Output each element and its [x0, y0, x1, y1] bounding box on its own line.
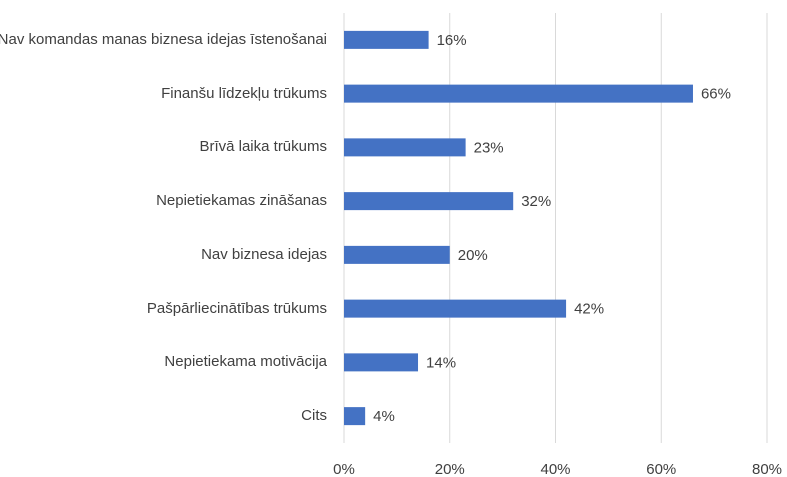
data-label: 14%	[426, 354, 456, 371]
bar	[344, 299, 567, 318]
y-tick-label: Finanšu līdzekļu trūkums	[161, 84, 327, 102]
x-tick-label: 20%	[435, 461, 465, 477]
y-tick-label: Nepietiekama motivācija	[164, 353, 327, 371]
bar	[344, 138, 466, 157]
data-label: 4%	[373, 408, 395, 425]
y-tick-label: Nav komandas manas biznesa idejas īsteno…	[0, 30, 327, 48]
x-tick-label: 40%	[540, 461, 570, 477]
data-label: 32%	[521, 193, 551, 210]
bar	[344, 192, 514, 211]
bar	[344, 407, 366, 426]
y-tick-label: Brīvā laika trūkums	[199, 138, 327, 156]
bar	[344, 353, 419, 372]
y-tick-label: Nav biznesa idejas	[201, 245, 327, 263]
bar	[344, 245, 450, 264]
y-tick-label: Cits	[301, 407, 327, 425]
data-label: 23%	[474, 139, 504, 156]
x-tick-label: 80%	[752, 461, 782, 477]
y-tick-label: Nepietiekamas zināšanas	[156, 192, 327, 210]
bar	[344, 84, 693, 103]
data-label: 16%	[437, 32, 467, 49]
data-label: 66%	[701, 86, 731, 103]
data-label: 42%	[574, 301, 604, 318]
data-label: 20%	[458, 247, 488, 264]
x-tick-label: 60%	[646, 461, 676, 477]
x-tick-label: 0%	[333, 461, 355, 477]
bar	[344, 30, 429, 49]
y-tick-label: Pašpārliecinātības trūkums	[146, 299, 327, 317]
